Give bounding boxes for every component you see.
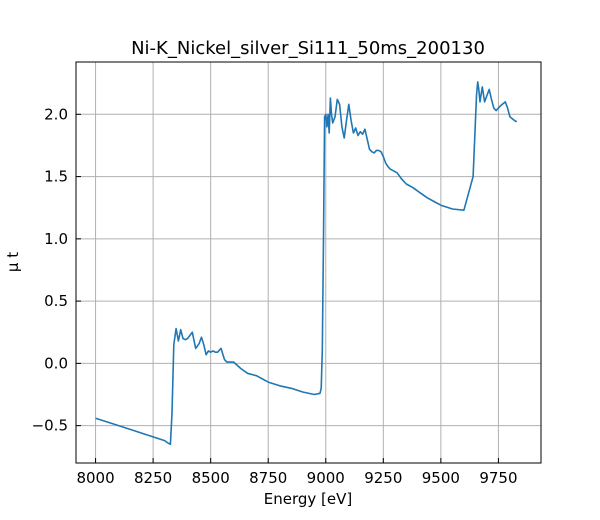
y-tick-labels: −0.5 0.0 0.5 1.0 1.5 2.0 — [32, 105, 68, 434]
x-tick-label: 9250 — [364, 469, 402, 487]
plot-area — [95, 81, 518, 446]
y-tick-label: −0.5 — [32, 417, 68, 435]
x-tick-label: 8250 — [134, 469, 172, 487]
grid — [76, 62, 541, 463]
y-tick-label: 0.0 — [44, 354, 68, 372]
tick-marks — [76, 113, 499, 463]
x-axis-label: Energy [eV] — [264, 490, 352, 508]
y-tick-label: 1.5 — [44, 168, 68, 186]
y-tick-label: 2.0 — [44, 105, 68, 123]
x-tick-labels: 8000 8250 8500 8750 9000 9250 9500 9750 — [76, 469, 517, 487]
y-tick-label: 1.0 — [44, 230, 68, 248]
series-line — [95, 81, 518, 446]
x-tick-label: 8750 — [249, 469, 287, 487]
axes-frame — [75, 61, 542, 464]
x-tick-label: 8000 — [76, 469, 114, 487]
chart-title: Ni-K_Nickel_silver_Si111_50ms_200130 — [131, 38, 485, 59]
x-tick-label: 9750 — [479, 469, 517, 487]
y-axis-label: μ t — [4, 252, 22, 272]
x-tick-label: 9500 — [422, 469, 460, 487]
x-tick-label: 8500 — [192, 469, 230, 487]
y-tick-label: 0.5 — [44, 292, 68, 310]
x-tick-label: 9000 — [307, 469, 345, 487]
